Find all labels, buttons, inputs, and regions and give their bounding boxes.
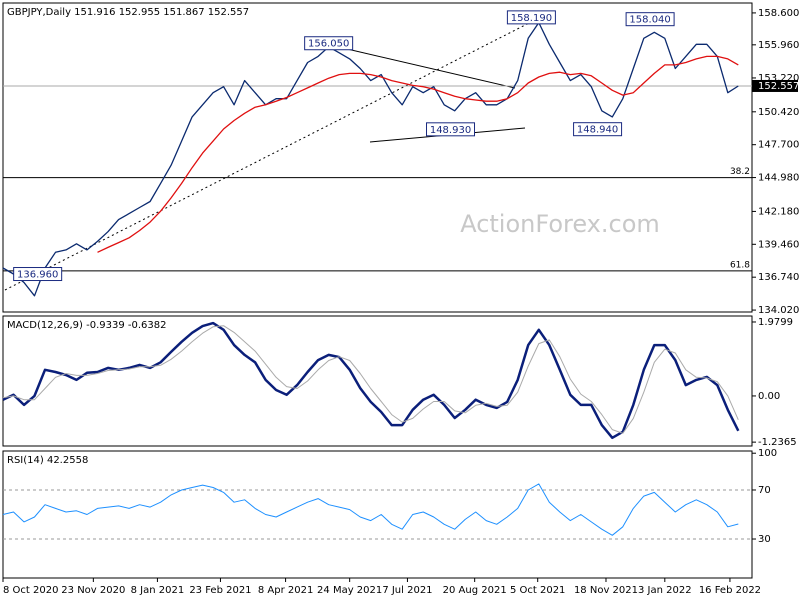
x-tick-label: 23 Nov 2020 <box>61 585 125 596</box>
y-tick-label: 0.00 <box>758 391 780 402</box>
series-line <box>97 55 739 253</box>
y-tick-label: 1.9799 <box>758 317 793 328</box>
y-tick-label: 136.740 <box>758 272 799 283</box>
x-tick-label: 8 Oct 2020 <box>3 585 58 596</box>
y-tick-label: 134.020 <box>758 305 799 316</box>
annotation-box <box>506 10 556 25</box>
watermark: ActionForex.com <box>460 210 660 238</box>
x-tick-label: 18 Nov 2021 <box>574 585 638 596</box>
trendline <box>329 44 516 89</box>
title-bg <box>4 5 255 17</box>
annotation-box <box>573 122 623 137</box>
annotation-box <box>13 267 63 282</box>
y-tick-label: 70 <box>758 485 771 496</box>
x-tick-label: 24 May 2021 <box>317 585 382 596</box>
panel-frame <box>2 2 753 313</box>
annotation-label: 156.050 <box>308 39 349 50</box>
panel-frame <box>2 315 753 447</box>
y-tick-label: 139.460 <box>758 239 799 250</box>
last-price-label: 152.557 <box>758 81 799 92</box>
x-tick-label: 7 Jul 2021 <box>382 585 432 596</box>
trendline <box>4 19 536 291</box>
y-tick-label: 30 <box>758 534 771 545</box>
x-tick-label: 5 Oct 2021 <box>510 585 565 596</box>
annotation-label: 136.960 <box>17 270 58 281</box>
annotation-label: 158.040 <box>629 15 670 26</box>
annotation-box <box>304 36 354 51</box>
y-tick-label: 100 <box>758 448 777 459</box>
x-tick-label: 3 Jan 2022 <box>638 585 692 596</box>
annotation-label: 158.190 <box>511 13 552 24</box>
x-tick-label: 20 Aug 2021 <box>443 585 507 596</box>
y-tick-label: 155.960 <box>758 40 799 51</box>
title-bg <box>4 453 94 465</box>
y-tick-label: 158.600 <box>758 8 799 19</box>
y-tick-label: 144.980 <box>758 173 799 184</box>
series-line <box>2 21 739 297</box>
panel-title: GBPJPY,Daily 151.916 152.955 151.867 152… <box>7 7 249 18</box>
y-tick-label: 153.220 <box>758 73 799 84</box>
y-tick-label: 142.180 <box>758 206 799 217</box>
title-bg <box>4 318 172 330</box>
y-tick-label: 150.420 <box>758 107 799 118</box>
annotation-label: 148.940 <box>577 125 618 136</box>
series-line <box>2 483 739 536</box>
annotation-box <box>426 122 476 137</box>
x-tick-label: 8 Apr 2021 <box>258 585 313 596</box>
panel-title: MACD(12,26,9) -0.9339 -0.6382 <box>7 320 167 331</box>
x-tick-label: 16 Feb 2022 <box>699 585 761 596</box>
level-label: 61.8 <box>730 260 750 270</box>
annotation-label: 148.930 <box>430 125 471 136</box>
panel-title: RSI(14) 42.2558 <box>7 455 88 466</box>
last-price-box <box>752 79 798 92</box>
series-line <box>2 321 740 440</box>
x-tick-label: 8 Jan 2021 <box>131 585 185 596</box>
y-tick-label: -1.2365 <box>758 437 797 448</box>
level-label: 38.2 <box>730 167 750 177</box>
series-line <box>2 325 739 434</box>
y-tick-label: 147.700 <box>758 140 799 151</box>
annotation-box <box>625 12 675 27</box>
x-tick-label: 23 Feb 2021 <box>189 585 251 596</box>
